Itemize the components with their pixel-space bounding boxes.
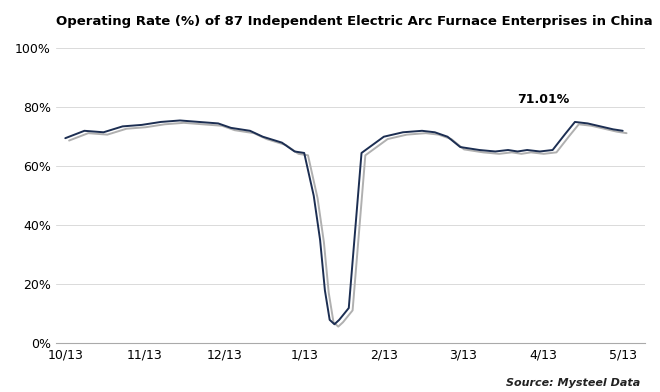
Text: Source: Mysteel Data: Source: Mysteel Data (506, 378, 640, 388)
Text: Operating Rate (%) of 87 Independent Electric Arc Furnace Enterprises in China: Operating Rate (%) of 87 Independent Ele… (55, 15, 652, 28)
Text: 71.01%: 71.01% (517, 93, 570, 106)
